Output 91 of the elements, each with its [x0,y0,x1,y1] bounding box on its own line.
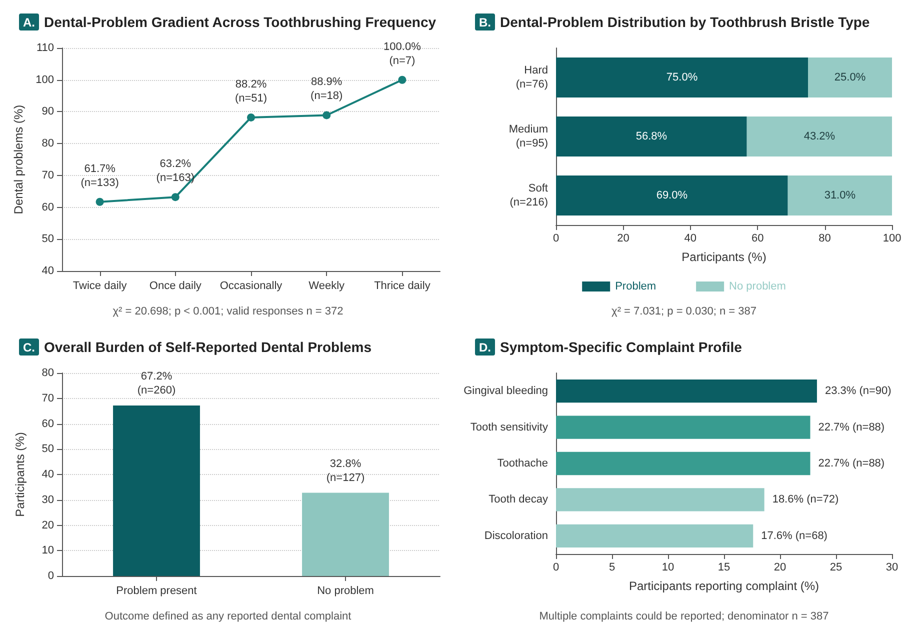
x-tick-label: 0 [552,232,560,244]
x-tick-label: 100 [882,232,902,244]
x-tick-label: Weekly [308,280,346,292]
y-tick-label: 60 [42,201,54,214]
x-tick-label: 10 [662,562,674,574]
y-tick-label: 10 [42,544,54,557]
bar [788,175,892,216]
point [322,111,331,120]
data-label: 22.7% (n=88) [818,458,885,470]
data-label: 32.8% (n=127) [326,458,365,484]
y-tick-label: 90 [42,106,54,118]
y-tick-label: Tooth sensitivity [470,421,548,434]
chart-title: D. Symptom-Specific Complaint Profile [479,339,742,355]
bar [746,116,892,157]
y-tick-label: 80 [42,138,54,150]
x-tick-label: Twice daily [72,280,128,292]
x-tick-label: 15 [718,562,730,574]
chart-title: A. Dental-Problem Gradient Across Toothbrushing Frequency [23,14,436,30]
x-tick-label: 20 [617,232,630,244]
data-label: 17.6% (n=68) [761,530,828,542]
y-tick-label: 100 [36,74,54,86]
x-tick-label: 25 [830,562,842,574]
point [96,198,104,206]
y-tick-label: Toothache [497,458,548,470]
x-tick-label: 80 [818,232,831,244]
chart-title: C. Overall Burden of Self-Reported Dental Problems [23,339,372,355]
y-tick-label: Tooth decay [488,494,548,506]
y-axis-title: Dental problems (%) [12,104,26,214]
data-label: 67.2% (n=260) [137,370,176,396]
data-label: 63.2% (n=163) [156,158,195,184]
bar [556,488,764,512]
data-label: 69.0% [656,190,688,202]
x-tick-label: 30 [886,562,898,574]
data-label: 25.0% [834,72,866,84]
y-tick-label: 80 [42,367,54,379]
data-label: 31.0% [824,190,856,202]
x-tick-label: 20 [774,562,786,574]
data-label: 22.7% (n=88) [818,421,885,434]
bar [556,524,754,548]
point [398,76,406,84]
y-tick-label: 0 [48,570,54,582]
y-tick-label: 30 [42,494,54,506]
x-tick-label: Problem present [116,585,197,597]
data-label: 100.0% (n=7) [384,40,422,67]
x-tick-label: 60 [751,232,764,244]
y-tick-label: Soft (n=216) [510,182,548,208]
bar [556,452,810,476]
y-axis-title: Participants (%) [13,432,27,517]
bar [556,175,788,216]
y-tick-label: 50 [42,443,54,456]
data-label: 61.7% (n=133) [80,162,119,189]
y-tick-label: 50 [42,233,54,246]
x-axis-title: Participants reporting complaint (%) [628,579,820,593]
x-tick-label: Once daily [149,280,202,292]
data-label: 23.3% (n=90) [824,385,892,398]
bar [556,380,817,403]
x-tick-label: 0 [552,562,560,574]
y-tick-label: Discoloration [484,530,548,542]
y-tick-label: Hard (n=76) [516,64,548,90]
bar [556,57,808,98]
y-tick-label: Gingival bleeding [464,385,548,398]
y-tick-label: 110 [36,42,54,54]
text: Outcome defined as any reported dental complaint [104,610,352,622]
x-tick-label: 40 [684,232,697,244]
y-tick-label: Medium (n=95) [508,124,548,150]
data-label: 75.0% [666,72,698,84]
data-label: 18.6% (n=72) [772,494,839,506]
text: χ² = 7.031; p = 0.030; n = 387 [612,306,756,318]
data-label: 88.2% (n=51) [234,78,268,104]
text: χ² = 20.698; p < 0.001; valid responses n = 372 [112,306,344,318]
data-label: 88.9% (n=18) [310,76,343,102]
chart-title: B. Dental-Problem Distribution by Toothbrush Bristle Type [479,14,870,30]
data-label: 43.2% [804,130,836,142]
y-tick-label: 60 [42,418,54,430]
bar [808,57,892,98]
x-tick-label: 5 [608,562,616,574]
point [171,193,180,202]
y-tick-label: 20 [42,519,54,532]
x-tick-label: Thrice daily [374,280,431,292]
legend-label: Problem [615,280,656,292]
bar [556,116,747,157]
y-tick-label: 40 [42,468,54,480]
y-tick-label: 70 [42,169,54,182]
y-tick-label: 70 [42,392,54,404]
data-label: 56.8% [636,130,668,142]
x-axis-title: Participants (%) [682,250,766,264]
bar [556,416,810,439]
y-tick-label: 40 [42,265,54,277]
point [247,113,255,122]
text: Multiple complaints could be reported; denominator n = 387 [539,610,829,622]
x-tick-label: Occasionally [220,280,283,292]
